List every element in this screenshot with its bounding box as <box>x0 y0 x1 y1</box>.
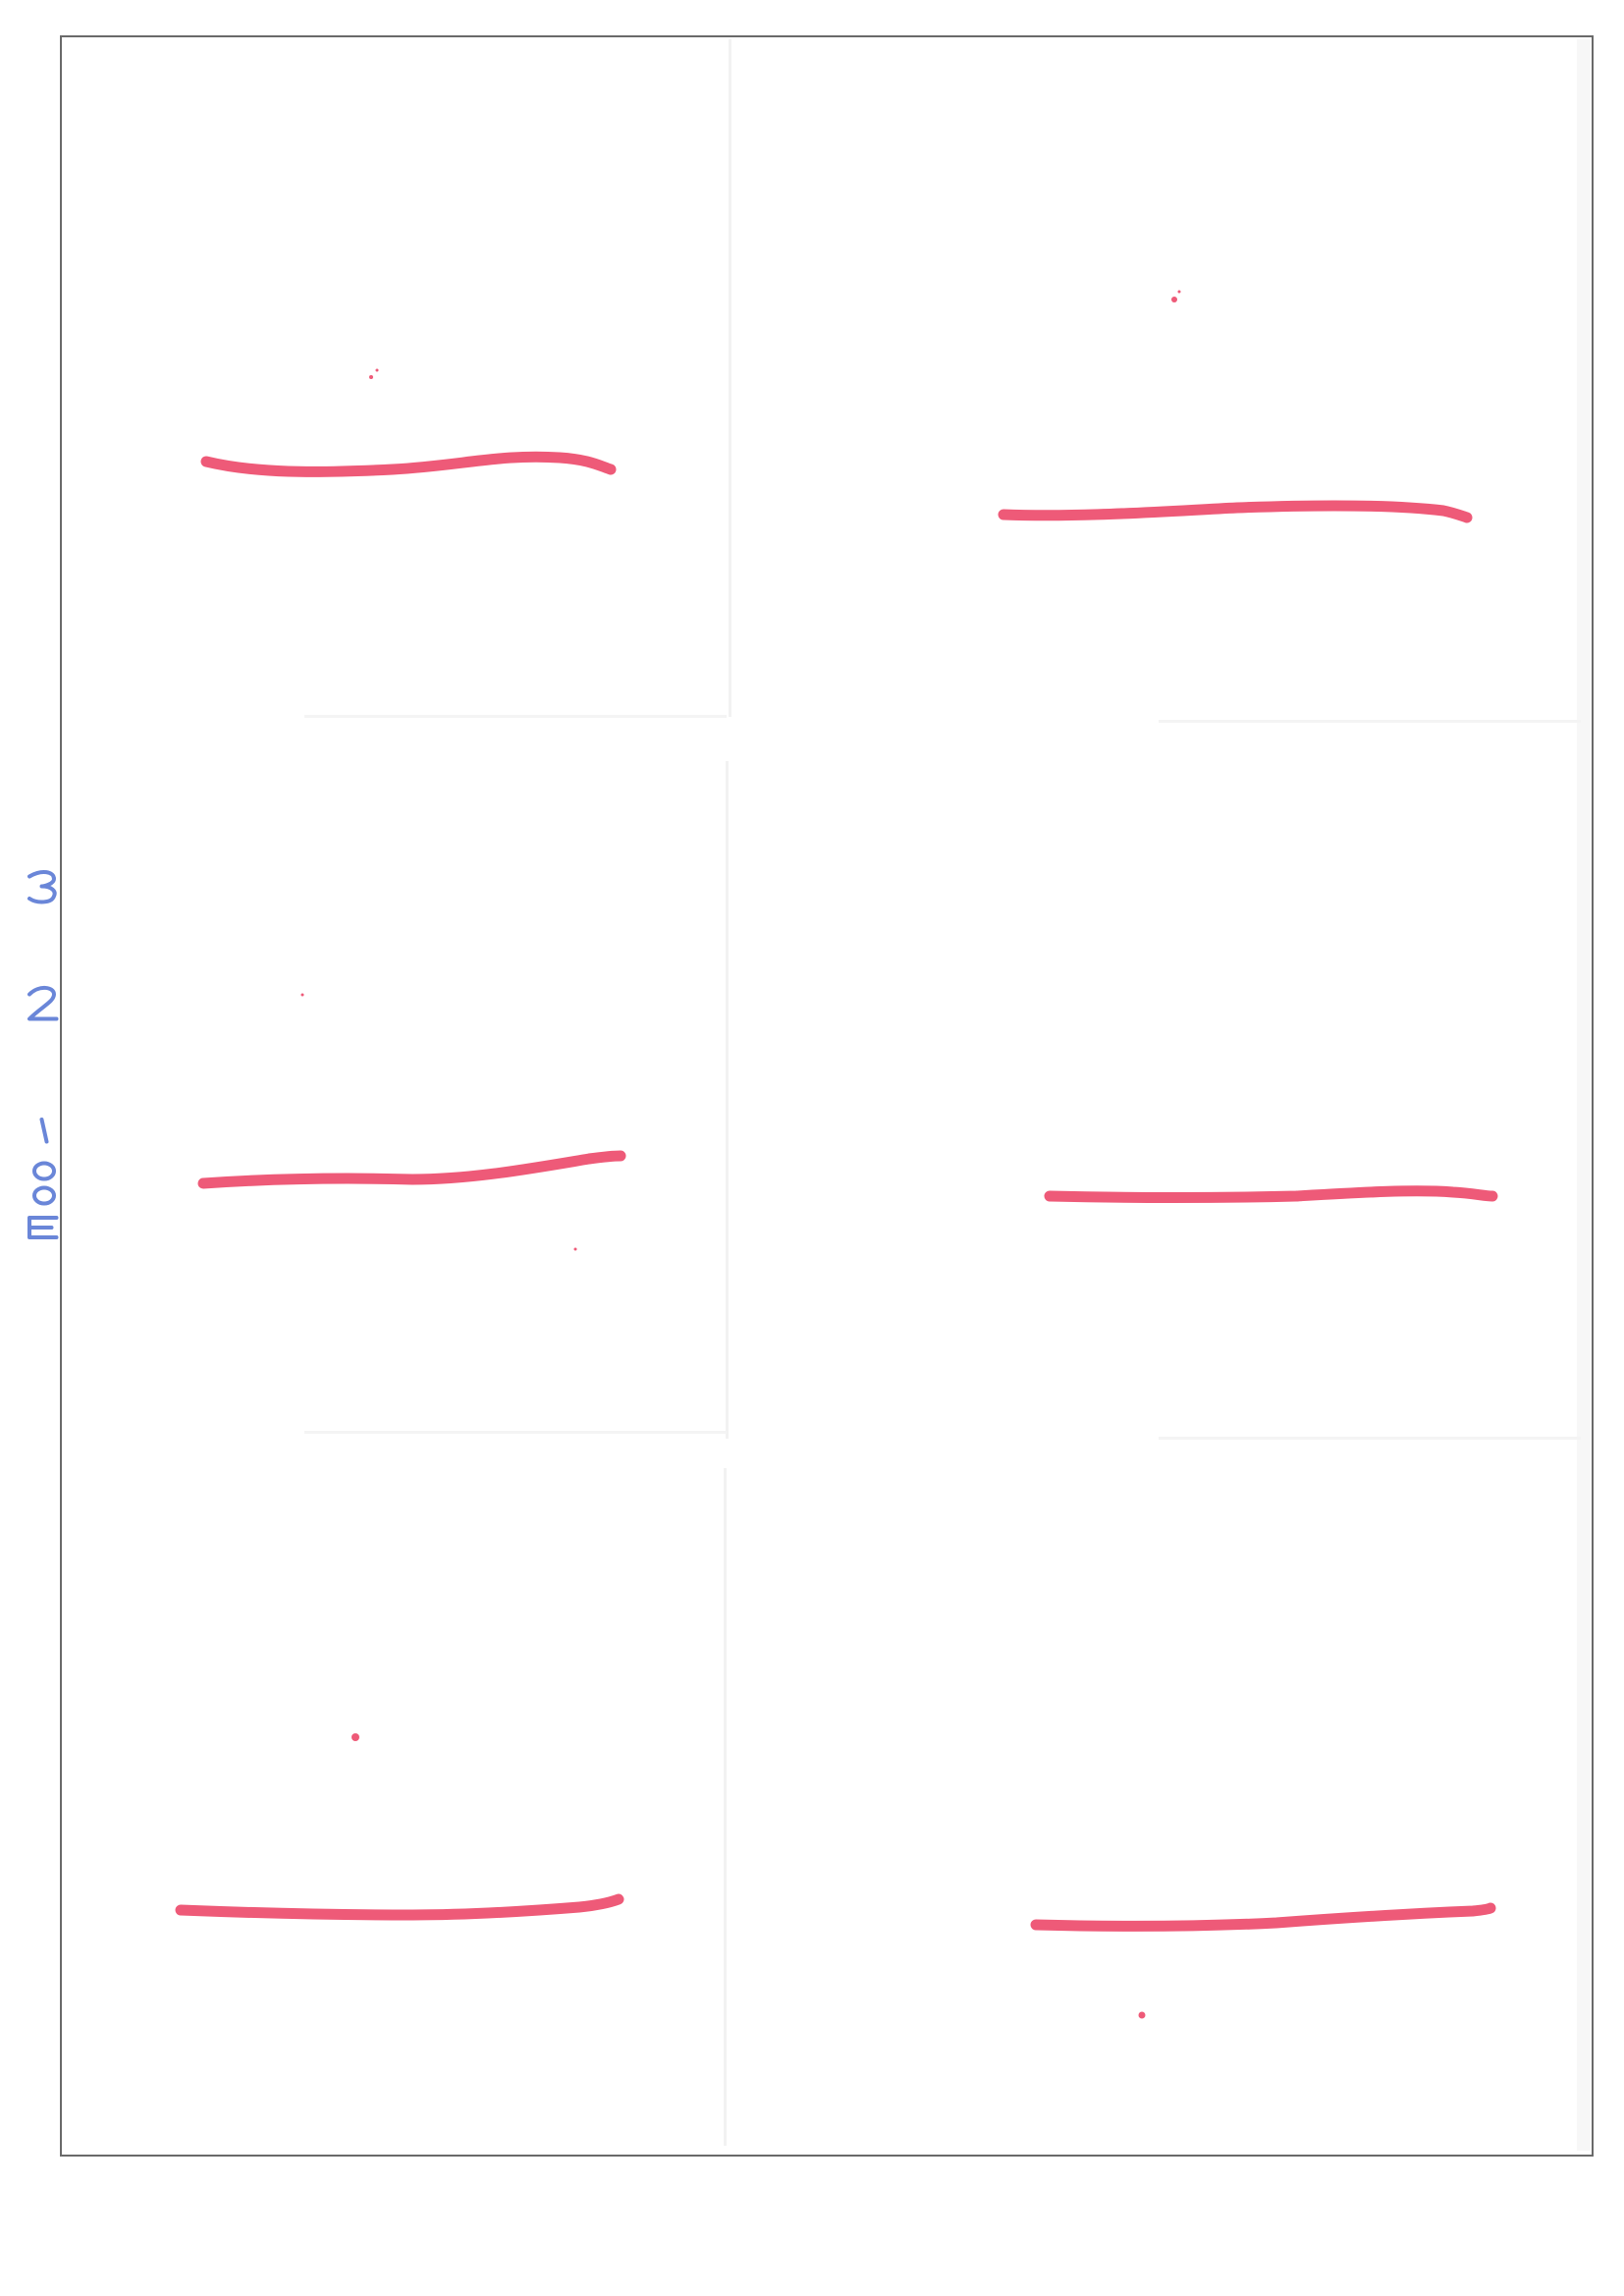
right-edge-shade <box>1577 39 1591 2151</box>
page-frame <box>60 35 1594 2157</box>
horizontal-panel-divider-left-2 <box>304 1431 727 1434</box>
vertical-panel-divider-top <box>729 39 731 717</box>
horizontal-panel-divider-left-1 <box>304 715 727 718</box>
horizontal-panel-divider-right-2 <box>1159 1437 1581 1440</box>
vertical-panel-divider-middle <box>726 761 729 1439</box>
horizontal-panel-divider-right-1 <box>1159 720 1581 723</box>
vertical-panel-divider-bottom <box>724 1468 727 2146</box>
handwritten-margin-note <box>27 870 59 1239</box>
